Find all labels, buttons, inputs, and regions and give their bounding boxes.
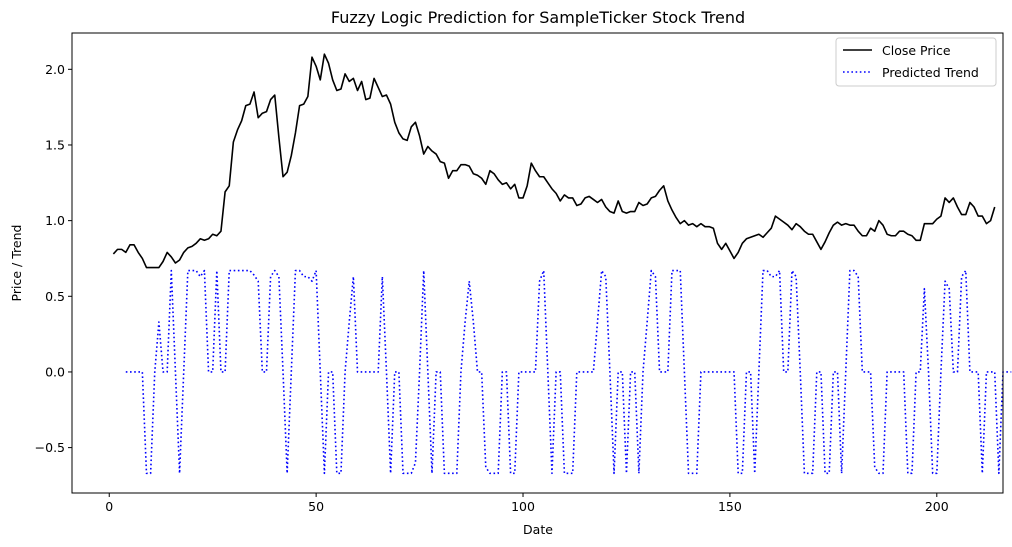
x-tick-label: 150 (718, 499, 742, 514)
legend-label-predicted-trend: Predicted Trend (882, 65, 979, 80)
x-tick-label: 50 (308, 499, 324, 514)
y-tick-label: 2.0 (45, 62, 65, 77)
legend-box (835, 37, 997, 87)
y-tick-label: 0.5 (45, 289, 65, 304)
chart-title: Fuzzy Logic Prediction for SampleTicker … (331, 8, 745, 27)
series-line-predicted-trend (125, 269, 1012, 475)
x-tick-label: 100 (511, 499, 535, 514)
plot-lines (112, 53, 1012, 475)
x-tick-label: 200 (925, 499, 949, 514)
y-tick-label: 1.0 (45, 213, 65, 228)
y-axis-label: Price / Trend (9, 225, 24, 302)
y-axis-ticks: −0.5 0.0 0.5 1.0 1.5 2.0 (35, 62, 72, 455)
legend-label-close-price: Close Price (882, 43, 951, 58)
y-tick-label: 1.5 (45, 137, 65, 152)
x-tick-label: 0 (105, 499, 113, 514)
y-tick-label: −0.5 (35, 440, 65, 455)
x-axis-label: Date (523, 522, 553, 537)
plot-frame (71, 32, 1004, 494)
x-axis-ticks: 0 50 100 150 200 (105, 493, 949, 514)
y-tick-label: 0.0 (45, 364, 65, 379)
legend: Close Price Predicted Trend (835, 37, 997, 87)
series-line-close-price (112, 53, 996, 269)
